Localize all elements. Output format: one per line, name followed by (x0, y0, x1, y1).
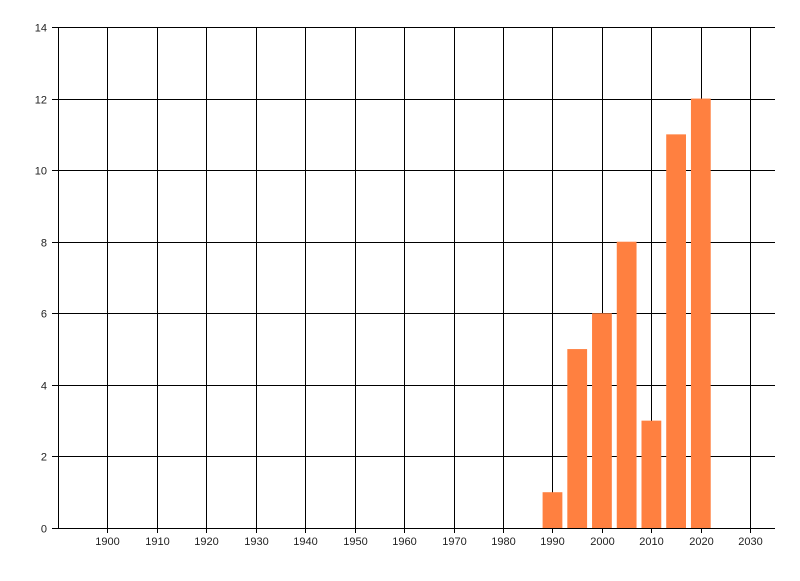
x-tick-label: 1990 (540, 536, 564, 548)
x-tick-label: 1910 (145, 536, 169, 548)
bar-1995 (567, 349, 588, 528)
y-tick-label: 10 (35, 166, 47, 178)
bar-2000 (592, 313, 612, 528)
axes (52, 27, 775, 533)
tick-labels: 0 2 4 6 8 10 12 14 1900 1910 1920 1930 1940 1950 1960 1… (35, 23, 763, 549)
bar-2020 (690, 98, 711, 529)
bar-2010 (641, 420, 662, 528)
x-tick-label: 1950 (343, 536, 367, 548)
bar-2005 (616, 241, 637, 528)
bar-1990 (542, 492, 563, 528)
y-tick-label: 2 (41, 452, 47, 464)
y-tick-label: 14 (35, 23, 47, 35)
x-tick-label: 1970 (442, 536, 466, 548)
y-tick-label: 0 (41, 524, 47, 536)
y-tick-label: 12 (35, 95, 47, 107)
x-tick-label: 2020 (689, 536, 713, 548)
bar-2015 (666, 134, 686, 528)
y-tick-label: 4 (41, 381, 47, 393)
y-tick-label: 6 (41, 309, 47, 321)
x-tick-label: 2010 (639, 536, 663, 548)
x-tick-label: 1930 (244, 536, 268, 548)
x-tick-label: 1980 (491, 536, 515, 548)
x-tick-label: 2000 (590, 536, 614, 548)
x-tick-label: 1940 (293, 536, 317, 548)
y-tick-label: 8 (41, 238, 47, 250)
x-tick-label: 1960 (392, 536, 416, 548)
bars (542, 98, 711, 529)
x-tick-label: 2030 (738, 536, 762, 548)
x-tick-label: 1900 (95, 536, 119, 548)
grid (58, 27, 775, 529)
x-tick-label: 1920 (194, 536, 218, 548)
